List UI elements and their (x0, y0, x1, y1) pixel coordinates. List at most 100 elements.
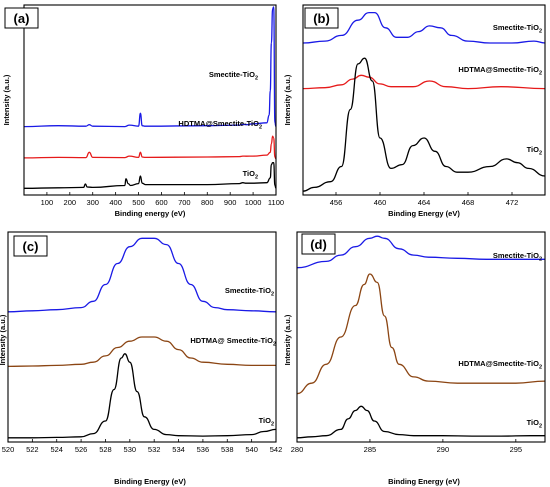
panel-tag: (b) (313, 11, 330, 26)
x-axis-label: Binding energy (eV) (115, 209, 186, 218)
panel-tag-box (301, 233, 336, 255)
series-line (302, 57, 546, 192)
series-label-subscript: 2 (273, 342, 276, 348)
series-line (296, 273, 546, 395)
plot-frame (23, 4, 277, 196)
x-tick-label: 524 (50, 445, 63, 454)
series-label-text: Smectite-TiO (225, 286, 271, 295)
panel-tag-box (13, 235, 48, 257)
x-tick-label: 100 (41, 198, 54, 207)
series-label-subscript: 2 (539, 71, 542, 77)
x-tick-label: 520 (2, 445, 15, 454)
panel-tag: (d) (310, 237, 327, 252)
series-label: Smectite-TiO2 (225, 286, 274, 298)
series-label: HDTMA@Smectite-TiO2 (458, 359, 542, 371)
x-axis-label: Binding Energy (eV) (388, 477, 460, 486)
plot-frame (302, 4, 546, 196)
x-tick-label: 526 (75, 445, 88, 454)
panel-tag-box (304, 7, 339, 29)
series-label: Smectite-TiO2 (493, 23, 542, 35)
series-label-text: HDTMA@Smectite-TiO (178, 119, 259, 128)
series-label-subscript: 2 (255, 76, 258, 82)
y-axis-label: Intensity (a.u.) (0, 314, 7, 365)
series-label-subscript: 2 (539, 29, 542, 35)
series-line (23, 135, 277, 160)
x-tick-label: 280 (291, 445, 304, 454)
y-axis-label: Intensity (a.u.) (283, 74, 292, 125)
panel-tag-box (4, 7, 39, 29)
series-label-text: Smectite-TiO (493, 251, 539, 260)
x-tick-label: 540 (245, 445, 258, 454)
x-tick-label: 500 (132, 198, 145, 207)
x-tick-label: 456 (330, 198, 343, 207)
x-tick-label: 200 (64, 198, 77, 207)
x-tick-label: 460 (374, 198, 387, 207)
series-label-subscript: 2 (539, 151, 542, 157)
x-tick-label: 1100 (268, 198, 284, 207)
series-label-text: Smectite-TiO (493, 23, 539, 32)
series-label-text: TiO (243, 169, 256, 178)
series-label-text: TiO (527, 145, 540, 154)
series-label: HDTMA@ Smectite-TiO2 (190, 336, 276, 348)
x-axis-label: Binding Energy (eV) (114, 477, 186, 486)
x-tick-label: 542 (270, 445, 283, 454)
x-tick-label: 528 (99, 445, 112, 454)
series-label: TiO2 (243, 169, 258, 181)
series-line (7, 353, 277, 439)
panel-tag: (c) (23, 239, 39, 254)
y-axis-label: Intensity (a.u.) (283, 314, 292, 365)
x-tick-label: 300 (86, 198, 99, 207)
series-label-text: Smectite-TiO (209, 70, 255, 79)
series-line (7, 237, 277, 313)
series-label: TiO2 (527, 145, 542, 157)
x-tick-label: 468 (462, 198, 475, 207)
x-tick-label: 522 (26, 445, 39, 454)
series-label-text: TiO (527, 418, 540, 427)
x-tick-label: 700 (178, 198, 191, 207)
x-tick-label: 800 (201, 198, 214, 207)
x-tick-label: 290 (437, 445, 450, 454)
series-label: HDTMA@Smectite-TiO2 (178, 119, 262, 131)
series-label-text: HDTMA@Smectite-TiO (458, 65, 539, 74)
plot-frame (7, 231, 277, 443)
plot-frame (296, 231, 546, 443)
series-label-subscript: 2 (539, 424, 542, 430)
x-tick-label: 464 (418, 198, 431, 207)
x-tick-label: 534 (172, 445, 185, 454)
series-label: HDTMA@Smectite-TiO2 (458, 65, 542, 77)
series-line (7, 336, 276, 368)
x-tick-label: 1000 (245, 198, 262, 207)
x-tick-label: 536 (197, 445, 210, 454)
series-line (296, 405, 545, 439)
series-label: Smectite-TiO2 (493, 251, 542, 263)
series-label-subscript: 2 (271, 292, 274, 298)
series-label-text: HDTMA@ Smectite-TiO (190, 336, 273, 345)
series-label: TiO2 (527, 418, 542, 430)
x-tick-label: 538 (221, 445, 234, 454)
x-tick-label: 400 (109, 198, 122, 207)
series-line (23, 6, 277, 128)
x-tick-label: 900 (224, 198, 237, 207)
series-line (23, 162, 277, 189)
x-axis-label: Binding Energy (eV) (388, 209, 460, 218)
panel-tag: (a) (14, 11, 30, 26)
x-tick-label: 295 (510, 445, 523, 454)
x-tick-label: 472 (506, 198, 519, 207)
y-axis-label: Intensity (a.u.) (2, 74, 11, 125)
series-label-text: HDTMA@Smectite-TiO (458, 359, 539, 368)
series-label-subscript: 2 (255, 175, 258, 181)
series-label-text: TiO (259, 416, 272, 425)
series-label: Smectite-TiO2 (209, 70, 258, 82)
x-tick-label: 532 (148, 445, 161, 454)
series-label-subscript: 2 (271, 422, 274, 428)
x-tick-label: 530 (124, 445, 137, 454)
series-label-subscript: 2 (539, 257, 542, 263)
series-label: TiO2 (259, 416, 274, 428)
series-label-subscript: 2 (259, 125, 262, 131)
x-tick-label: 285 (364, 445, 377, 454)
